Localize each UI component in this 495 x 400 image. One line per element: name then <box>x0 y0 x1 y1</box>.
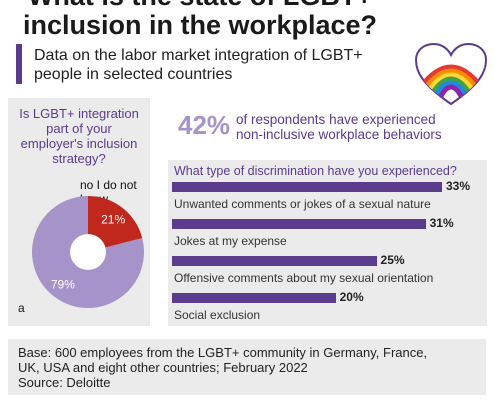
footer-line-2: UK, USA and eight other countries; Febru… <box>18 360 308 375</box>
key-stat-text: of respondents have experienced non-incl… <box>236 112 495 142</box>
title-line-1: What is the state of LGBT+ <box>0 0 400 11</box>
donut-hole <box>70 234 106 270</box>
bar-value-1: 31% <box>429 216 454 230</box>
page-subtitle: Data on the labor market integration of … <box>34 46 404 84</box>
page-title: What is the state of LGBT+ inclusion in … <box>0 0 400 40</box>
pie-legend-yes: a <box>18 301 25 315</box>
subtitle-line-2: people in selected countries <box>34 66 233 83</box>
pie-title-line-4: strategy? <box>52 151 106 166</box>
pie-chart-panel: Is LGBT+ integration part of your employ… <box>8 98 150 326</box>
key-stat-line-1: of respondents have experienced <box>236 112 436 127</box>
bar-row-3: 20% Social exclusion <box>172 290 484 327</box>
pie-legend-no-line-1: no I do not <box>80 178 137 192</box>
title-line-2: inclusion in the workplace? <box>22 10 378 40</box>
bar-3 <box>172 293 336 303</box>
pie-title-line-3: employer's inclusion <box>20 136 138 151</box>
pie-title-line-1: Is LGBT+ integration <box>19 106 139 121</box>
bar-label-1: Jokes at my expense <box>174 234 287 248</box>
bar-0 <box>172 182 442 192</box>
donut-chart: 21% 79% <box>32 196 145 309</box>
bar-label-0: Unwanted comments or jokes of a sexual n… <box>174 197 431 211</box>
pie-title-line-2: part of your <box>46 121 112 136</box>
bar-2 <box>172 256 377 266</box>
footer-line-1: Base: 600 employees from the LGBT+ commu… <box>18 345 428 360</box>
bar-value-3: 20% <box>339 290 364 304</box>
bar-label-2: Offensive comments about my sexual orien… <box>174 271 434 285</box>
pie-slice-0 <box>88 196 143 252</box>
bar-row-1: 31% Jokes at my expense <box>172 216 484 253</box>
subtitle-line-1: Data on the labor market integration of … <box>34 47 363 64</box>
footer-source: Source: Deloitte <box>18 375 111 390</box>
bar-chart-title: What type of discrimination have you exp… <box>174 164 457 178</box>
key-stat: 42% of respondents have experienced non-… <box>178 110 488 144</box>
pie-slice-label-0: 21% <box>101 213 125 227</box>
footer-note: Base: 600 employees from the LGBT+ commu… <box>8 339 486 395</box>
bar-chart-panel: What type of discrimination have you exp… <box>168 160 487 326</box>
key-stat-line-2: non-inclusive workplace behaviors <box>236 127 442 142</box>
bar-row-2: 25% Offensive comments about my sexual or… <box>172 253 484 290</box>
key-stat-value: 42% <box>178 110 231 140</box>
footer-text: Base: 600 employees from the LGBT+ commu… <box>18 345 478 390</box>
pie-slice-label-1: 79% <box>51 277 75 291</box>
bar-row-0: 33% Unwanted comments or jokes of a sexua… <box>172 179 484 216</box>
subtitle-accent-bar <box>16 44 22 84</box>
pie-chart-title: Is LGBT+ integration part of your employ… <box>8 106 150 166</box>
bar-1 <box>172 219 426 229</box>
bar-value-0: 33% <box>446 179 471 193</box>
rainbow-heart-icon <box>414 42 488 106</box>
bar-label-3: Social exclusion <box>174 308 261 322</box>
bar-value-2: 25% <box>380 253 405 267</box>
